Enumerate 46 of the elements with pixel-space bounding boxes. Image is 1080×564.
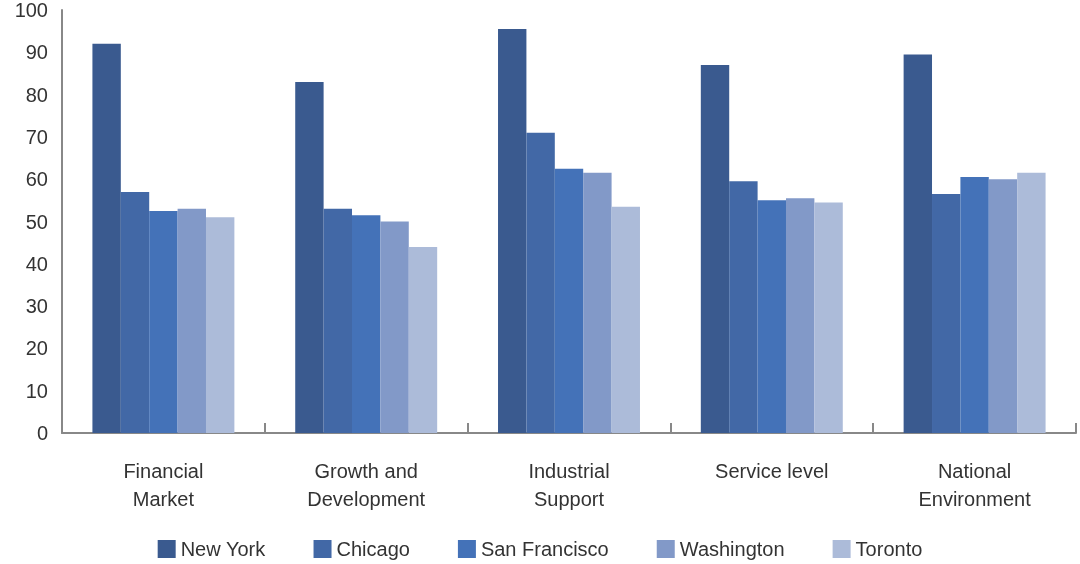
y-tick-label: 80 (25, 83, 48, 106)
bar (205, 217, 235, 433)
x-tick-label: National Environment (918, 460, 1032, 510)
bar (380, 221, 409, 433)
bar (903, 54, 933, 433)
bar (526, 132, 555, 433)
bar (611, 206, 640, 433)
y-tick-label: 100 (14, 0, 48, 21)
bar (120, 191, 150, 433)
bar (149, 210, 178, 433)
bar (1017, 172, 1046, 433)
legend-label: Chicago (336, 538, 410, 560)
bar (932, 194, 961, 433)
bar (352, 215, 381, 433)
bar (498, 29, 527, 433)
bar (408, 246, 438, 433)
bar (92, 43, 121, 433)
x-tick-label: Financial Market (123, 460, 204, 510)
bar (988, 179, 1018, 433)
y-tick-label: 10 (25, 379, 48, 402)
legend-label: San Francisco (480, 538, 609, 560)
bar (295, 81, 324, 433)
bar (786, 198, 815, 433)
bar (554, 168, 584, 433)
y-tick-label: 50 (25, 210, 48, 233)
x-tick-label: Industrial Support (528, 460, 610, 510)
bar (729, 181, 758, 433)
bar (700, 64, 730, 433)
y-tick-label: 60 (25, 168, 48, 191)
bar (814, 202, 843, 433)
legend-label: Toronto (855, 538, 923, 560)
y-tick-label: 30 (25, 295, 48, 318)
legend-label: New York (180, 538, 267, 560)
x-tick-label: Growth and Development (307, 460, 426, 510)
bar (757, 200, 786, 433)
y-tick-label: 0 (36, 422, 48, 444)
legend-label: Washington (679, 538, 785, 560)
bar (323, 208, 352, 433)
y-tick-label: 70 (25, 125, 48, 148)
bar (960, 177, 989, 433)
y-tick-label: 20 (25, 337, 48, 360)
y-tick-label: 90 (25, 41, 48, 64)
bar (583, 172, 612, 433)
x-tick-label: Service level (715, 460, 829, 482)
bar (177, 208, 206, 433)
y-tick-label: 40 (25, 252, 48, 275)
